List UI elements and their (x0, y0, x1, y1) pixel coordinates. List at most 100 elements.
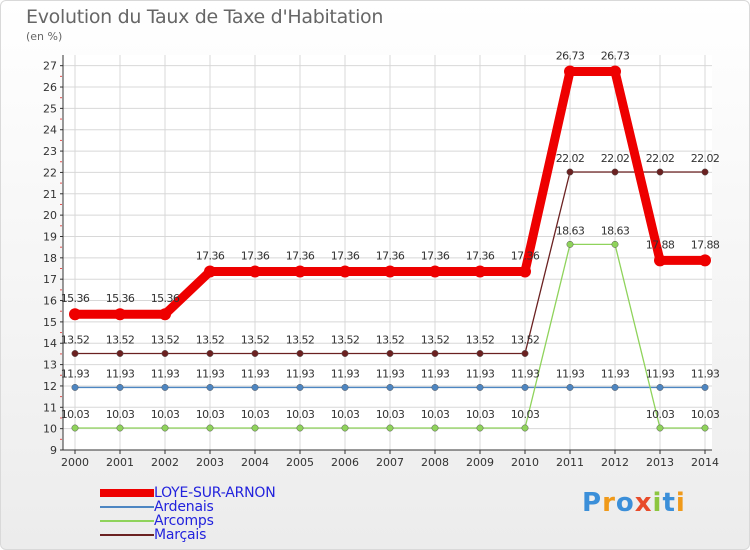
data-point (296, 350, 304, 357)
data-label: 17.36 (286, 250, 315, 263)
data-label: 11.93 (196, 367, 225, 380)
y-tick-label: 12 (43, 380, 57, 393)
data-label: 22.02 (601, 152, 630, 165)
legend-label: Marçais (154, 527, 207, 543)
data-point (566, 168, 574, 176)
data-label: 13.52 (196, 333, 225, 346)
data-point (296, 383, 304, 391)
proxiti-logo: Proxiti (582, 488, 686, 518)
legend-item-arcomps: Arcomps (100, 513, 276, 529)
series-layer (69, 65, 711, 432)
data-point (519, 265, 531, 278)
data-point (429, 265, 441, 278)
data-label: 10.03 (421, 408, 450, 421)
data-point (609, 65, 621, 78)
data-label: 10.03 (646, 408, 675, 421)
y-tick-label: 27 (43, 60, 57, 73)
data-point (611, 240, 619, 248)
data-label: 15.36 (61, 292, 90, 305)
x-tick-label: 2008 (421, 456, 449, 469)
data-label: 26.73 (601, 49, 630, 62)
y-tick-label: 19 (43, 230, 57, 243)
data-point (476, 350, 484, 357)
data-point (611, 168, 619, 176)
data-point (701, 383, 709, 391)
x-tick-label: 2010 (511, 456, 539, 469)
data-label: 11.93 (421, 367, 450, 380)
data-label: 17.88 (646, 238, 675, 251)
y-tick-label: 15 (43, 316, 57, 329)
data-label: 13.52 (286, 333, 315, 346)
data-point (611, 383, 619, 391)
data-point (474, 265, 486, 278)
data-point (386, 350, 394, 357)
data-point (116, 350, 124, 357)
x-tick-label: 2014 (691, 456, 719, 469)
data-point (656, 383, 664, 391)
x-tick-label: 2006 (331, 456, 359, 469)
legend-swatch (100, 520, 154, 522)
legend-swatch (100, 489, 154, 497)
data-point (206, 383, 214, 391)
x-tick-label: 2001 (106, 456, 134, 469)
data-point (159, 308, 171, 321)
data-label: 11.93 (151, 367, 180, 380)
y-tick-label: 16 (43, 295, 57, 308)
data-label: 11.93 (286, 367, 315, 380)
data-point (116, 383, 124, 391)
data-label: 13.52 (421, 333, 450, 346)
x-tick-label: 2004 (241, 456, 269, 469)
data-point (251, 424, 259, 432)
data-point (161, 350, 169, 357)
data-label: 17.36 (241, 250, 270, 263)
grid (63, 55, 712, 451)
data-label: 13.52 (61, 333, 90, 346)
x-tick-label: 2002 (151, 456, 179, 469)
data-label: 17.36 (196, 250, 225, 263)
data-labels: 11.93 11.93 11.93 11.93 11.93 11.93 11.93 11.93… (61, 49, 721, 421)
data-label: 22.02 (691, 152, 720, 165)
data-label: 10.03 (241, 408, 270, 421)
data-point (114, 308, 126, 321)
data-point (296, 424, 304, 432)
y-tick-label: 13 (43, 359, 57, 372)
data-label: 13.52 (151, 333, 180, 346)
y-tick-label: 9 (50, 444, 57, 457)
legend-swatch (100, 534, 154, 536)
data-label: 10.03 (466, 408, 495, 421)
y-tick-label: 25 (43, 102, 57, 115)
data-label: 10.03 (151, 408, 180, 421)
data-label: 13.52 (511, 333, 540, 346)
data-label: 11.93 (61, 367, 90, 380)
x-tick-label: 2003 (196, 456, 224, 469)
data-label: 15.36 (151, 292, 180, 305)
y-tick-label: 23 (43, 145, 57, 158)
data-label: 10.03 (511, 408, 540, 421)
data-point (341, 350, 349, 357)
data-label: 13.52 (466, 333, 495, 346)
unit-label: (en %) (26, 30, 63, 43)
data-label: 10.03 (691, 408, 720, 421)
y-tick-label: 18 (43, 252, 57, 265)
legend-label: LOYE-SUR-ARNON (154, 485, 276, 501)
data-point (161, 424, 169, 432)
data-point (699, 254, 711, 267)
x-tick-label: 2013 (646, 456, 674, 469)
data-label: 26.73 (556, 49, 585, 62)
data-point (386, 424, 394, 432)
data-label: 11.93 (376, 367, 405, 380)
x-tick-label: 2012 (601, 456, 629, 469)
data-point (204, 265, 216, 278)
data-point (431, 424, 439, 432)
data-point (71, 350, 79, 357)
data-label: 17.88 (691, 238, 720, 251)
data-label: 11.93 (466, 367, 495, 380)
data-point (161, 383, 169, 391)
data-point (656, 168, 664, 176)
data-point (566, 240, 574, 248)
data-point (339, 265, 351, 278)
data-label: 18.63 (556, 224, 585, 237)
data-point (341, 383, 349, 391)
data-label: 10.03 (376, 408, 405, 421)
x-tick-label: 2005 (286, 456, 314, 469)
